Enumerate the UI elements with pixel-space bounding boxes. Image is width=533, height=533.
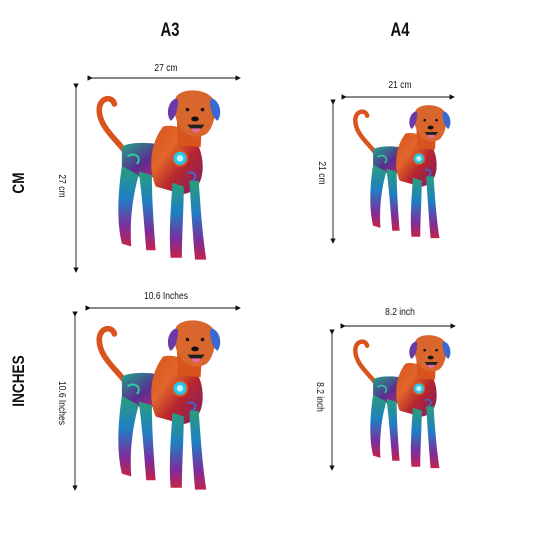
dog-illustration-a3-in bbox=[90, 318, 240, 498]
a4-in-height-label: 8.2 inch bbox=[314, 382, 325, 412]
dog-illustration-a4-in bbox=[348, 332, 466, 476]
column-header-a3: A3 bbox=[160, 20, 180, 41]
a3-in-height-label: 10.6 Inches bbox=[56, 381, 67, 425]
column-header-a4: A4 bbox=[390, 20, 410, 41]
a3-cm-height-label: 27 cm bbox=[56, 174, 67, 198]
a3-cm-width-label: 27 cm bbox=[154, 63, 178, 74]
dog-illustration-a3-cm bbox=[90, 88, 240, 268]
dog-illustration-a4-cm bbox=[348, 102, 466, 246]
a4-cm-height-label: 21 cm bbox=[316, 161, 327, 185]
a4-cm-width-label: 21 cm bbox=[388, 80, 412, 91]
a3-in-width-label: 10.6 Inches bbox=[144, 291, 188, 302]
a4-in-width-label: 8.2 inch bbox=[385, 307, 415, 318]
